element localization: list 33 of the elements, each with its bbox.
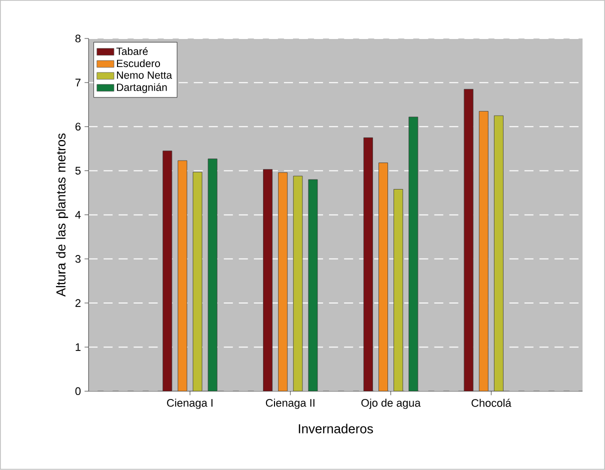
y-axis-title: Altura de las plantas metros bbox=[56, 134, 68, 297]
y-tick-label: 5 bbox=[75, 167, 81, 175]
legend-label: Tabaré bbox=[116, 47, 148, 56]
x-tick-label: Cienaga II bbox=[266, 398, 314, 410]
y-tick-label: 1 bbox=[76, 343, 81, 351]
x-tick-label: Ojo de agua bbox=[361, 398, 421, 410]
y-tick-label: 0 bbox=[75, 387, 81, 396]
y-tick-label: 7 bbox=[76, 78, 80, 86]
legend-label: Dartagnián bbox=[117, 83, 167, 94]
x-tick-label: Chocolá bbox=[472, 398, 512, 408]
bar bbox=[363, 138, 373, 392]
x-tick-label: Cienaga I bbox=[167, 398, 212, 410]
bar bbox=[263, 169, 273, 392]
bar bbox=[494, 116, 504, 392]
legend-label: Nemo Netta bbox=[117, 72, 172, 79]
bar bbox=[478, 111, 488, 392]
bar bbox=[192, 172, 202, 392]
y-tick-label: 6 bbox=[76, 122, 81, 131]
bar bbox=[293, 176, 303, 392]
bar bbox=[208, 158, 218, 392]
bar bbox=[464, 89, 474, 392]
legend-label: Escudero bbox=[117, 60, 160, 68]
x-axis-title: Invernaderos bbox=[298, 424, 373, 434]
bar bbox=[408, 116, 418, 392]
y-tick-label: 8 bbox=[75, 34, 81, 43]
y-tick-label: 4 bbox=[75, 211, 81, 219]
bar bbox=[278, 172, 288, 392]
bar bbox=[162, 150, 172, 392]
y-tick-label: 3 bbox=[75, 255, 81, 263]
bar bbox=[308, 180, 318, 392]
y-tick-label: 2 bbox=[75, 299, 80, 307]
bar bbox=[378, 162, 388, 392]
bar bbox=[394, 189, 404, 392]
